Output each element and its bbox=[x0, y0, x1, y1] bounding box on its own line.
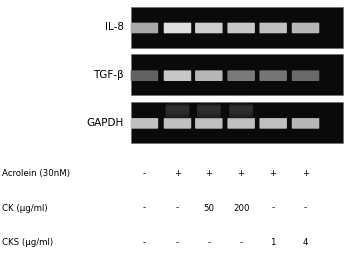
Text: +: + bbox=[174, 169, 181, 178]
Text: -: - bbox=[272, 204, 275, 213]
FancyBboxPatch shape bbox=[228, 70, 255, 81]
FancyBboxPatch shape bbox=[166, 105, 189, 116]
FancyBboxPatch shape bbox=[197, 104, 221, 113]
FancyBboxPatch shape bbox=[260, 118, 287, 129]
Text: -: - bbox=[207, 238, 210, 247]
FancyBboxPatch shape bbox=[131, 118, 158, 129]
FancyBboxPatch shape bbox=[197, 106, 221, 119]
FancyBboxPatch shape bbox=[229, 106, 253, 119]
FancyBboxPatch shape bbox=[195, 70, 223, 81]
FancyBboxPatch shape bbox=[131, 70, 158, 81]
Text: +: + bbox=[270, 169, 277, 178]
FancyBboxPatch shape bbox=[292, 118, 319, 129]
Text: CKS (μg/ml): CKS (μg/ml) bbox=[2, 238, 53, 247]
FancyBboxPatch shape bbox=[164, 118, 191, 129]
FancyBboxPatch shape bbox=[229, 104, 253, 113]
FancyBboxPatch shape bbox=[197, 103, 221, 111]
Text: CK (μg/ml): CK (μg/ml) bbox=[2, 204, 47, 213]
FancyBboxPatch shape bbox=[292, 70, 319, 81]
Text: Acrolein (30nM): Acrolein (30nM) bbox=[2, 169, 70, 178]
Bar bbox=[130, 54, 343, 95]
Text: -: - bbox=[143, 169, 146, 178]
FancyBboxPatch shape bbox=[164, 70, 191, 81]
Bar bbox=[130, 7, 343, 48]
FancyBboxPatch shape bbox=[164, 23, 191, 33]
FancyBboxPatch shape bbox=[292, 23, 319, 33]
FancyBboxPatch shape bbox=[229, 103, 253, 111]
FancyBboxPatch shape bbox=[195, 118, 223, 129]
Text: 4: 4 bbox=[303, 238, 308, 247]
FancyBboxPatch shape bbox=[260, 23, 287, 33]
Text: IL-8: IL-8 bbox=[104, 22, 124, 32]
FancyBboxPatch shape bbox=[166, 104, 189, 113]
Text: -: - bbox=[176, 238, 179, 247]
FancyBboxPatch shape bbox=[195, 23, 223, 33]
Text: -: - bbox=[304, 204, 307, 213]
Text: +: + bbox=[238, 169, 245, 178]
Text: -: - bbox=[176, 204, 179, 213]
Text: -: - bbox=[143, 238, 146, 247]
FancyBboxPatch shape bbox=[166, 106, 189, 119]
Text: -: - bbox=[240, 238, 243, 247]
Text: +: + bbox=[302, 169, 309, 178]
Text: 50: 50 bbox=[203, 204, 214, 213]
Text: TGF-β: TGF-β bbox=[93, 70, 124, 80]
FancyBboxPatch shape bbox=[197, 105, 221, 116]
Text: -: - bbox=[143, 204, 146, 213]
Text: 1: 1 bbox=[270, 238, 276, 247]
Text: +: + bbox=[205, 169, 212, 178]
FancyBboxPatch shape bbox=[131, 23, 158, 33]
FancyBboxPatch shape bbox=[228, 23, 255, 33]
Text: GAPDH: GAPDH bbox=[86, 118, 124, 127]
FancyBboxPatch shape bbox=[229, 105, 253, 116]
Bar bbox=[130, 102, 343, 143]
FancyBboxPatch shape bbox=[228, 118, 255, 129]
FancyBboxPatch shape bbox=[166, 103, 189, 111]
FancyBboxPatch shape bbox=[260, 70, 287, 81]
Text: 200: 200 bbox=[233, 204, 250, 213]
